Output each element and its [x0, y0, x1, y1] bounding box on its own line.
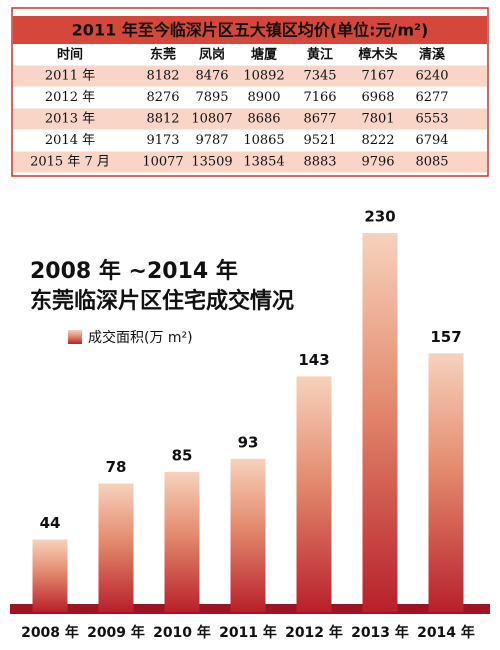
table-title: 2011 年至今临深片区五大镇区均价(单位:元/m²): [72, 21, 429, 40]
value-label: 85: [172, 446, 193, 464]
value-label: 78: [106, 458, 127, 476]
table-cell: 6277: [415, 90, 448, 105]
table-cell: 8812: [146, 112, 179, 127]
table-cell: 7167: [361, 69, 394, 84]
bar: [428, 353, 464, 612]
table-cell: 13854: [243, 155, 284, 170]
chart-title: 2008 年 ~2014 年: [30, 258, 238, 284]
table-header: 东莞: [150, 47, 176, 63]
table-cell: 8182: [146, 69, 179, 84]
table-header: 塘厦: [251, 47, 278, 63]
value-label: 230: [364, 208, 395, 226]
row-band: [13, 65, 487, 87]
bar: [296, 376, 332, 612]
table-cell: 2015 年 7 月: [30, 155, 110, 170]
table-title-bar: [13, 16, 487, 44]
table-cell: 7166: [303, 90, 336, 105]
table-cell: 8686: [247, 112, 280, 127]
table-cell: 8476: [195, 69, 228, 84]
table-header: 樟木头: [358, 47, 397, 63]
table-header: 时间: [57, 47, 83, 63]
table-cell: 2012 年: [45, 90, 95, 105]
bar: [362, 233, 398, 612]
table-cell: 7895: [195, 90, 228, 105]
table-cell: 6794: [415, 133, 448, 148]
table-cell: 13509: [191, 155, 232, 170]
value-label: 44: [40, 514, 61, 532]
bar: [164, 471, 200, 612]
x-tick-label: 2010 年: [153, 624, 211, 641]
value-label: 157: [430, 328, 461, 346]
legend-label: 成交面积(万 m²): [88, 329, 193, 346]
value-label: 143: [298, 351, 329, 369]
table-cell: 10077: [142, 155, 183, 170]
bar: [230, 458, 266, 612]
x-tick-label: 2012 年: [285, 624, 343, 641]
table-cell: 8677: [303, 112, 336, 127]
bar: [98, 483, 134, 612]
legend-swatch: [68, 330, 82, 344]
table-cell: 7801: [361, 112, 394, 127]
table-cell: 2014 年: [45, 133, 95, 148]
table-cell: 2013 年: [45, 112, 95, 127]
table-cell: 10892: [243, 69, 284, 84]
table-cell: 10865: [243, 133, 284, 148]
table-cell: 8222: [361, 133, 394, 148]
table-cell: 7345: [303, 69, 336, 84]
table-cell: 8900: [247, 90, 280, 105]
x-tick-label: 2009 年: [87, 624, 145, 641]
chart-subtitle: 东莞临深片区住宅成交情况: [30, 288, 294, 314]
table-cell: 8276: [146, 90, 179, 105]
table-cell: 2011 年: [45, 69, 95, 84]
bar: [32, 539, 68, 612]
table-cell: 9787: [195, 133, 228, 148]
x-tick-label: 2013 年: [351, 624, 409, 641]
table-header: 清溪: [419, 47, 446, 63]
table-cell: 8883: [303, 155, 336, 170]
price-table: 2011 年至今临深片区五大镇区均价(单位:元/m²) 时间 东莞 凤岗 塘厦 黄江 樟木…: [11, 7, 489, 177]
x-tick-label: 2014 年: [417, 624, 475, 641]
table-cell: 6968: [361, 90, 394, 105]
x-tick-label: 2011 年: [219, 624, 277, 641]
row-band: [13, 151, 487, 173]
table-cell: 9521: [303, 133, 336, 148]
table-cell: 8085: [415, 155, 448, 170]
table-cell: 6553: [415, 112, 448, 127]
table-cell: 6240: [415, 69, 448, 84]
table-cell: 10807: [191, 112, 232, 127]
table-cell: 9173: [146, 133, 179, 148]
table-cell: 9796: [361, 155, 394, 170]
value-label: 93: [238, 433, 259, 451]
x-tick-label: 2008 年: [21, 624, 79, 641]
row-band: [13, 108, 487, 130]
table-header: 凤岗: [199, 47, 225, 63]
table-header: 黄江: [307, 47, 333, 63]
